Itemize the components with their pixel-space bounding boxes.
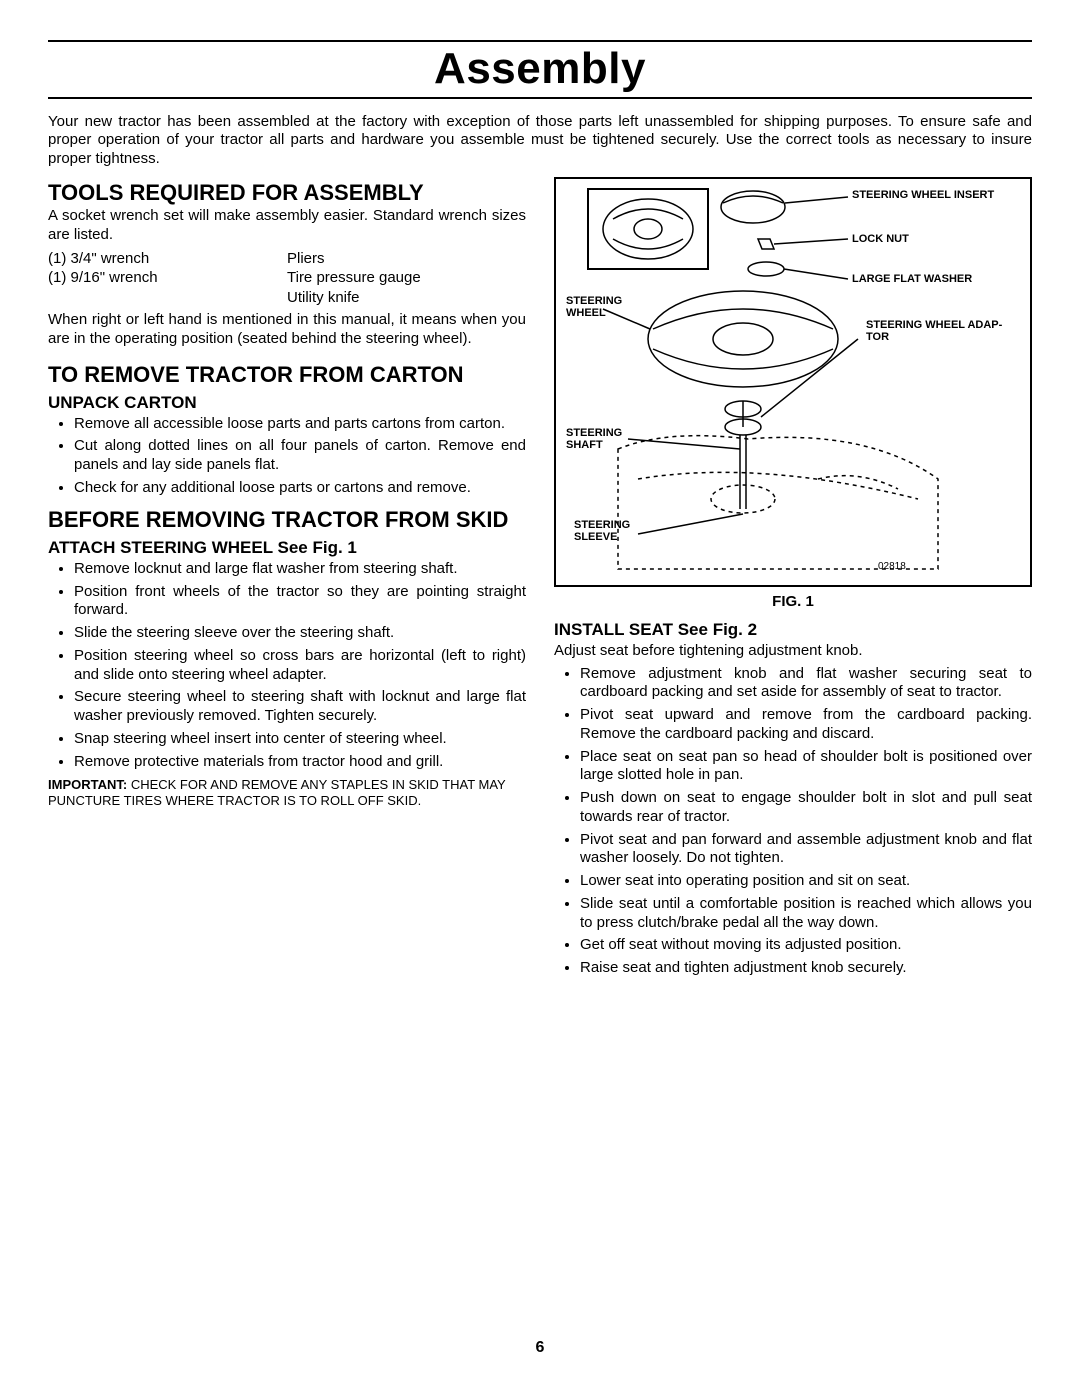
list-item: Lower seat into operating position and s… [580, 872, 1032, 891]
list-item: Place seat on seat pan so head of should… [580, 748, 1032, 786]
label-insert: STEERING WHEEL INSERT [852, 189, 1002, 201]
list-item: Remove protective materials from tractor… [74, 753, 526, 772]
right-column: 02818 STEERING WHEEL INSERT LOCK NUT LAR… [554, 173, 1032, 984]
attach-heading: ATTACH STEERING WHEEL See Fig. 1 [48, 538, 526, 558]
tool-right: Utility knife [287, 288, 526, 308]
label-shaft: STEERING SHAFT [566, 427, 636, 451]
label-adaptor: STEERING WHEEL ADAP-TOR [866, 319, 1006, 343]
page-title: Assembly [48, 44, 1032, 95]
install-intro: Adjust seat before tightening adjustment… [554, 642, 1032, 661]
important-note: IMPORTANT: CHECK FOR AND REMOVE ANY STAP… [48, 777, 526, 808]
top-rule [48, 40, 1032, 42]
list-item: Position steering wheel so cross bars ar… [74, 647, 526, 685]
list-item: Push down on seat to engage shoulder bol… [580, 789, 1032, 827]
list-item: Remove locknut and large flat washer fro… [74, 560, 526, 579]
list-item: Remove all accessible loose parts and pa… [74, 415, 526, 434]
list-item: Check for any additional loose parts or … [74, 479, 526, 498]
list-item: Snap steering wheel insert into center o… [74, 730, 526, 749]
tool-right: Pliers [287, 249, 526, 269]
list-item: Secure steering wheel to steering shaft … [74, 688, 526, 726]
before-heading: BEFORE REMOVING TRACTOR FROM SKID [48, 508, 526, 532]
unpack-list: Remove all accessible loose parts and pa… [48, 415, 526, 498]
tools-heading: TOOLS REQUIRED FOR ASSEMBLY [48, 181, 526, 205]
bottom-rule [48, 97, 1032, 99]
list-item: Position front wheels of the tractor so … [74, 583, 526, 621]
unpack-heading: UNPACK CARTON [48, 393, 526, 413]
label-locknut: LOCK NUT [852, 233, 909, 245]
label-sleeve: STEERING SLEEVE [574, 519, 644, 543]
list-item: Raise seat and tighten adjustment knob s… [580, 959, 1032, 978]
list-item: Slide the steering sleeve over the steer… [74, 624, 526, 643]
tool-right: Tire pressure gauge [287, 268, 526, 288]
tool-left: (1) 3/4" wrench [48, 249, 287, 269]
tool-row: (1) 9/16" wrench Tire pressure gauge [48, 268, 526, 288]
two-column-layout: TOOLS REQUIRED FOR ASSEMBLY A socket wre… [48, 173, 1032, 984]
list-item: Get off seat without moving its adjusted… [580, 936, 1032, 955]
label-wheel: STEERING WHEEL [566, 295, 636, 319]
part-number-text: 02818 [878, 561, 906, 572]
list-item: Pivot seat and pan forward and assemble … [580, 831, 1032, 869]
important-lead: IMPORTANT: [48, 777, 127, 792]
hand-note: When right or left hand is mentioned in … [48, 311, 526, 349]
page: Assembly Your new tractor has been assem… [0, 0, 1080, 1397]
page-number: 6 [0, 1339, 1080, 1357]
attach-list: Remove locknut and large flat washer fro… [48, 560, 526, 772]
list-item: Slide seat until a comfortable position … [580, 895, 1032, 933]
intro-paragraph: Your new tractor has been assembled at t… [48, 113, 1032, 169]
tool-row: (1) 3/4" wrench Pliers [48, 249, 526, 269]
install-list: Remove adjustment knob and flat washer s… [554, 665, 1032, 978]
install-heading: INSTALL SEAT See Fig. 2 [554, 620, 1032, 640]
tools-intro: A socket wrench set will make assembly e… [48, 207, 526, 245]
list-item: Remove adjustment knob and flat washer s… [580, 665, 1032, 703]
left-column: TOOLS REQUIRED FOR ASSEMBLY A socket wre… [48, 173, 526, 984]
remove-heading: TO REMOVE TRACTOR FROM CARTON [48, 363, 526, 387]
tool-left: (1) 9/16" wrench [48, 268, 287, 288]
tool-left [48, 288, 287, 308]
label-washer: LARGE FLAT WASHER [852, 273, 972, 285]
list-item: Cut along dotted lines on all four panel… [74, 437, 526, 475]
figure-caption: FIG. 1 [554, 593, 1032, 610]
figure-1: 02818 STEERING WHEEL INSERT LOCK NUT LAR… [554, 177, 1032, 587]
tool-row: Utility knife [48, 288, 526, 308]
list-item: Pivot seat upward and remove from the ca… [580, 706, 1032, 744]
